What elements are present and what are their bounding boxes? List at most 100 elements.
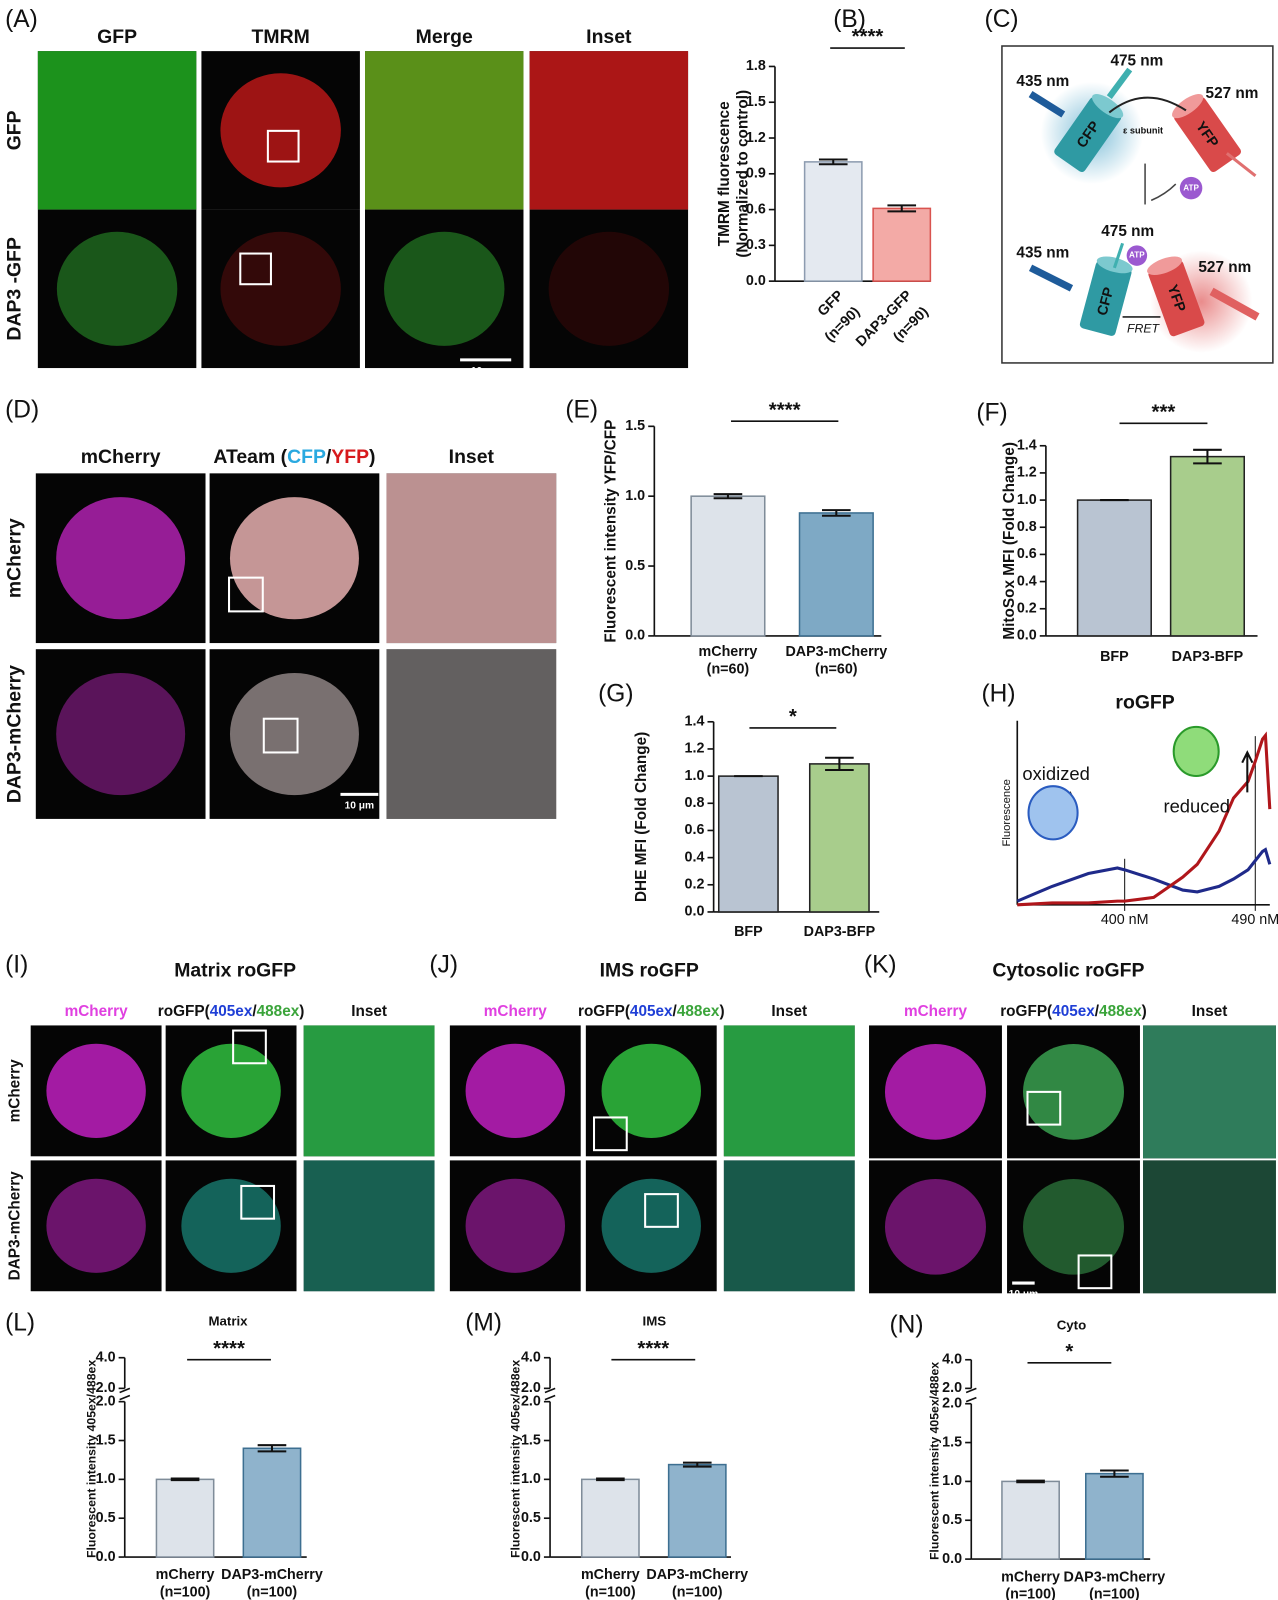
bar [580,1478,640,1558]
diagram: (C) ATP ATP 435 nm 475 nm 527 nm ε subun… [985,6,1274,364]
column-header: roGFP(405ex/488ex) [1000,1003,1147,1020]
header-part: YFP [331,446,369,468]
row-label: DAP3-mCherry [6,1171,23,1281]
micrograph-signal [465,1043,566,1138]
label: 527 nm [1198,259,1251,276]
y-tick-label: 2.0 [96,1380,116,1396]
micrograph [386,649,557,819]
micrograph-signal [181,1043,281,1138]
x-tick-label: mCherry [699,644,758,660]
header-part: / [326,446,332,468]
header-part: ) [369,446,375,468]
row-label: mCherry [6,1059,23,1123]
y-axis-label: Fluorescent intensity 405ex/488ex [509,1360,523,1558]
bar [798,512,874,637]
y-tick-label: 0.4 [1017,573,1037,589]
bar [1001,1480,1060,1560]
n-label: (n=100) [1005,1587,1056,1600]
y-tick-label: 1.4 [1017,438,1037,454]
column-header: Inset [1192,1003,1228,1020]
micrograph-signal [465,1178,566,1273]
y-tick-label: 1.5 [942,1434,962,1450]
panel-letter: (D) [5,396,39,423]
y-tick-label: 1.5 [746,94,766,110]
error-bar [596,1477,625,1482]
column-header: mCherry [65,1003,129,1020]
panel-letter: (M) [465,1309,502,1336]
label: 527 nm [1206,85,1259,102]
yfp-cylinder [1172,94,1241,173]
y-tick-label: 1.5 [625,418,645,434]
y-tick-label: 2.0 [96,1393,116,1409]
error-bar [887,204,917,213]
y-tick-label: 1.5 [96,1432,116,1448]
y-tick-label: 1.4 [685,714,705,730]
error-bar [257,1444,287,1453]
micrograph-signal [386,649,557,819]
yfp-cylinder [1147,256,1205,337]
micrograph-signal [46,1178,146,1273]
x-tick-label: mCherry [1001,1569,1060,1585]
y-tick-label: 1.5 [521,1432,541,1448]
header-part: roGFP( [578,1003,631,1020]
chart-title: Cyto [1057,1318,1087,1333]
y-tick-label: 0.6 [746,201,766,217]
header-part: 405ex [210,1003,253,1020]
n-label: (n=100) [160,1585,211,1600]
error-bar [1193,448,1222,465]
atp [1179,176,1203,200]
bar [242,1447,302,1558]
y-tick-label: 1.8 [746,58,766,74]
y-tick-label: 1.0 [521,1471,541,1487]
micrograph-signal [884,1044,986,1140]
error-bar [818,158,848,166]
micrograph-signal [229,497,359,620]
micrograph [303,1160,435,1292]
column-header: mCherry [81,446,161,468]
x-tick-label: DAP3-mCherry [646,1567,748,1583]
header-part: TMRM [252,26,310,48]
micrograph-signal [56,497,186,620]
series-label: reduced [1163,796,1229,817]
y-tick-label: 0.5 [521,1510,541,1526]
y-tick-label: 0.8 [685,795,705,811]
chart-title: Matrix [208,1313,248,1328]
atp-label: ATP [1183,183,1199,192]
column-header: Inset [351,1003,387,1020]
inset-box [266,129,300,163]
header-part: 405ex [630,1003,673,1020]
inset-box [644,1193,679,1228]
panel-letter: (G) [598,681,633,708]
protein-reduced [1172,725,1220,777]
n-label: (n=100) [585,1585,636,1600]
arrow [1028,264,1074,292]
y-tick-label: 0.9 [746,166,766,182]
micrograph [1143,1160,1276,1294]
panel-letter: (B) [833,6,866,33]
bar [1085,1472,1144,1560]
y-tick-label: 1.0 [96,1471,116,1487]
micrograph-signal [384,231,505,346]
panel-letter: (E) [565,396,598,423]
x-tick-label: BFP [1100,649,1129,665]
scale-bar-label: 10 μm [1009,1289,1039,1300]
header-part: / [1095,1003,1100,1020]
header-part: 488ex [677,1003,720,1020]
header-part: ) [719,1003,724,1020]
diagram-frame [1001,45,1274,364]
column-header: Inset [449,446,495,468]
cfp-cylinder [1054,94,1124,173]
y-tick-label: 4.0 [942,1352,962,1368]
header-part: Inset [771,1003,807,1020]
y-tick-label: 0.5 [625,558,645,574]
micrograph-signal [303,1160,435,1292]
bar [808,763,870,913]
panel-title: IMS roGFP [600,959,699,981]
panel-letter: (I) [5,952,28,979]
inset-box [240,1184,276,1220]
panel-letter: (F) [976,400,1007,427]
header-part: GFP [97,26,137,48]
header-part: roGFP( [1000,1003,1053,1020]
x-tick-label: DAP3-BFP [1172,649,1244,665]
